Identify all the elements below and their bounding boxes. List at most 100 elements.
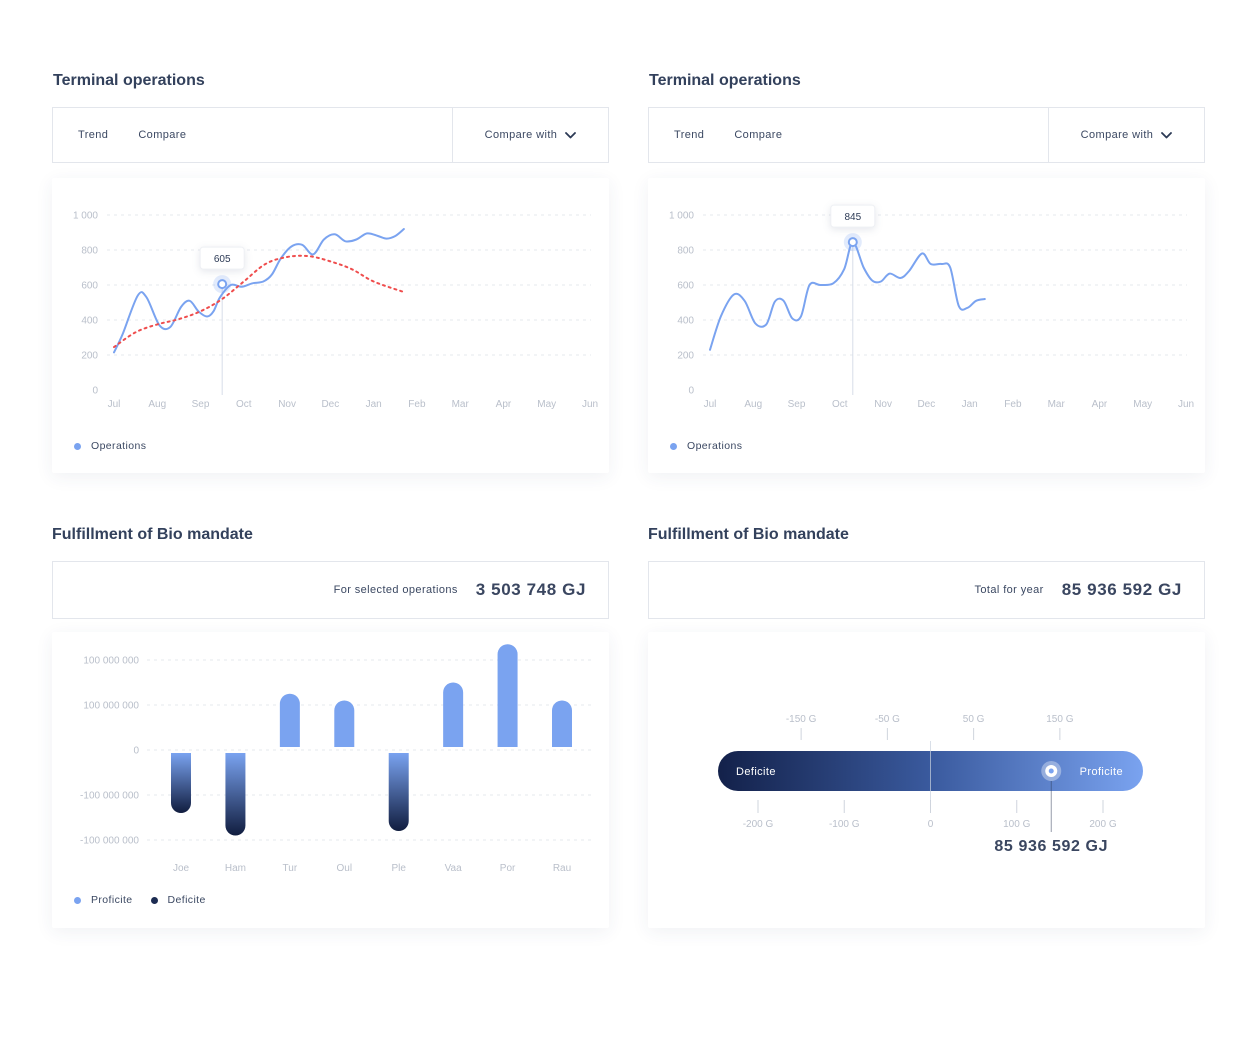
gauge-top-tick-label: 50 G <box>963 714 985 725</box>
summary-label: Total for year <box>974 584 1044 596</box>
panel-title: Terminal operations <box>649 72 801 89</box>
x-tick-label: May <box>1133 399 1152 410</box>
line-chart-card: 0 200 400 600 800 1 000 Jul Aug Sep Oct Nov Dec Jan F… <box>648 178 1205 473</box>
x-tick-label: Aug <box>148 399 166 410</box>
legend-item-operations: Operations <box>670 440 742 452</box>
x-tick-label: Feb <box>1004 399 1022 410</box>
panel-title: Fulfillment of Bio mandate <box>648 526 849 543</box>
chart-toolbar: Trend Compare Compare with <box>648 107 1205 163</box>
x-tick-label: Vaa <box>445 863 462 874</box>
tooltip-box <box>199 246 245 270</box>
trend-line <box>113 254 405 349</box>
y-tick-label: 200 <box>81 351 98 362</box>
x-tick-label: Jul <box>108 399 121 410</box>
legend-label: Proficite <box>91 894 133 906</box>
x-tick-label: Aug <box>744 399 762 410</box>
gauge-marker-value: 85 936 592 GJ <box>994 838 1108 855</box>
gauge-bottom-tick-label: 100 G <box>1003 819 1030 830</box>
bar-proficite <box>497 644 518 747</box>
gauge-card: -150 G -50 G 50 G 150 G -200 G -100 G 0 100 G 20… <box>648 632 1205 928</box>
bar-deficite <box>171 753 191 813</box>
y-tick-label: 100 000 000 <box>83 701 139 712</box>
x-tick-label: Rau <box>553 863 571 874</box>
bar-chart-card: 100 000 000 100 000 000 0 -100 000 000 -100 … <box>52 632 609 928</box>
tab-trend[interactable]: Trend <box>674 129 705 141</box>
compare-with-dropdown[interactable]: Compare with <box>1048 108 1204 162</box>
x-tick-label: Tur <box>283 863 298 874</box>
legend-label: Operations <box>91 440 147 452</box>
x-tick-label: Joe <box>173 863 190 874</box>
bio-mandate-gauge: -150 G -50 G 50 G 150 G -200 G -100 G 0 100 G 20… <box>718 714 1143 855</box>
bar-proficite <box>334 700 355 747</box>
bar-proficite <box>552 700 572 747</box>
gauge-bottom-tick-label: 200 G <box>1089 819 1116 830</box>
x-tick-label: Nov <box>874 399 892 410</box>
y-tick-label: 1 000 <box>669 211 694 222</box>
legend-label: Operations <box>687 440 743 452</box>
legend-item-operations: Operations <box>74 440 146 452</box>
tooltip-box <box>830 204 876 228</box>
y-tick-label: 400 <box>81 316 98 327</box>
x-tick-label: Oul <box>337 863 353 874</box>
tab-compare[interactable]: Compare <box>734 129 783 141</box>
y-tick-label: -100 000 000 <box>80 791 139 802</box>
x-tick-label: Sep <box>788 399 806 410</box>
y-tick-label: 800 <box>677 246 694 257</box>
y-tick-label: 200 <box>677 351 694 362</box>
gauge-top-tick-label: -50 G <box>875 714 900 725</box>
line-chart-card: 0 200 400 600 800 1 000 Jul Aug Sep Oct Nov Dec Jan F… <box>52 178 609 473</box>
tooltip-value: 605 <box>214 254 231 265</box>
series-line <box>709 241 986 351</box>
tooltip-value: 845 <box>844 212 861 223</box>
y-tick-label: 600 <box>81 281 98 292</box>
x-tick-label: Oct <box>832 399 848 410</box>
operations-line-chart: 0 200 400 600 800 1 000 Jul Aug Sep Oct Nov Dec Jan F… <box>669 204 1194 410</box>
x-tick-label: Apr <box>496 399 512 410</box>
view-tabs: Trend Compare <box>649 108 1048 162</box>
x-tick-label: May <box>537 399 556 410</box>
tab-trend[interactable]: Trend <box>78 129 109 141</box>
summary-value: 3 503 748 GJ <box>475 580 586 599</box>
summary-value: 85 936 592 GJ <box>1061 580 1182 599</box>
compare-with-dropdown[interactable]: Compare with <box>452 108 608 162</box>
highlight-point <box>217 279 228 290</box>
x-tick-label: Oct <box>236 399 252 410</box>
gauge-top-tick-label: -150 G <box>786 714 817 725</box>
bio-mandate-bar-chart: 100 000 000 100 000 000 0 -100 000 000 -100 … <box>80 644 591 874</box>
chart-toolbar: Trend Compare Compare with <box>52 107 609 163</box>
view-tabs: Trend Compare <box>53 108 452 162</box>
bar-proficite <box>443 682 464 747</box>
gauge-proficite-label: Proficite <box>1080 766 1123 778</box>
bar-deficite <box>388 753 409 831</box>
y-tick-label: 400 <box>677 316 694 327</box>
x-tick-label: Ham <box>225 863 246 874</box>
tab-compare[interactable]: Compare <box>138 129 187 141</box>
summary-box: Total for year 85 936 592 GJ <box>648 561 1205 619</box>
chart-legend: Proficite Deficite <box>74 894 224 906</box>
y-tick-label: 800 <box>81 246 98 257</box>
x-tick-label: Ple <box>391 863 406 874</box>
x-tick-label: Feb <box>408 399 426 410</box>
legend-dot <box>670 442 677 450</box>
legend-label: Deficite <box>167 894 206 906</box>
gauge-deficite-label: Deficite <box>736 766 776 778</box>
x-tick-label: Sep <box>192 399 210 410</box>
chart-legend: Operations <box>74 440 164 452</box>
summary-box: For selected operations 3 503 748 GJ <box>52 561 609 619</box>
chevron-down-icon <box>1161 131 1173 138</box>
highlight-point <box>847 237 858 248</box>
legend-item-deficite: Deficite <box>150 894 206 906</box>
gauge-bottom-tick-label: -100 G <box>829 819 860 830</box>
panel-title: Fulfillment of Bio mandate <box>52 526 253 543</box>
series-line <box>113 228 405 354</box>
gauge-bottom-tick-label: -200 G <box>743 819 774 830</box>
x-tick-label: Dec <box>321 399 339 410</box>
y-tick-label: -100 000 000 <box>80 836 139 847</box>
x-tick-label: Por <box>500 863 516 874</box>
x-tick-label: Mar <box>452 399 470 410</box>
x-tick-label: Apr <box>1092 399 1108 410</box>
x-tick-label: Dec <box>917 399 935 410</box>
bar-deficite <box>225 753 246 836</box>
legend-dot <box>74 896 81 904</box>
legend-item-proficite: Proficite <box>74 894 133 906</box>
